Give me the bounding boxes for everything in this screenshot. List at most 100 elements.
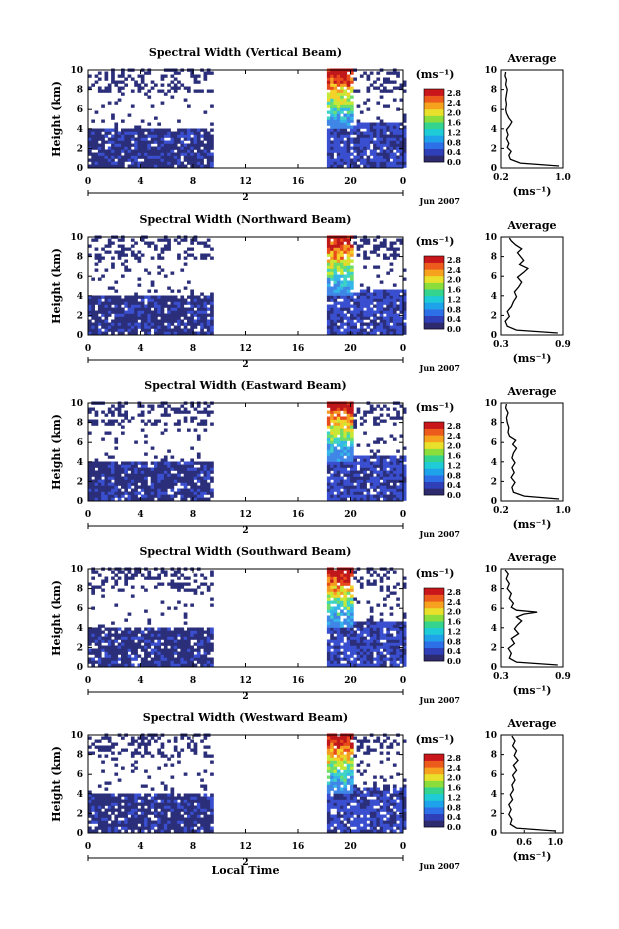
heatmap-cell	[101, 104, 105, 108]
heatmap-cell	[140, 461, 145, 465]
heatmap-cell	[91, 485, 95, 489]
heatmap-cell	[117, 464, 122, 468]
heatmap-cell	[376, 660, 381, 664]
heatmap-cell	[333, 286, 338, 290]
heatmap-cell	[97, 164, 102, 168]
heatmap-cell	[343, 322, 348, 326]
heatmap-cell	[356, 134, 361, 138]
heatmap-cell	[157, 479, 161, 483]
heatmap-cell	[336, 404, 341, 408]
heatmap-cell	[160, 488, 165, 492]
heatmap-cell	[203, 71, 208, 75]
heatmap-cell	[167, 467, 171, 471]
heatmap-cell	[340, 119, 344, 123]
heatmap-cell	[121, 301, 125, 305]
heatmap-cell	[333, 262, 338, 266]
heatmap-cell	[111, 116, 115, 120]
heatmap-cell	[399, 137, 404, 141]
heatmap-cell	[389, 146, 394, 150]
heatmap-cell	[137, 642, 142, 646]
heatmap-cell	[111, 328, 115, 332]
heatmap-cell	[183, 645, 188, 649]
heatmap-cell	[340, 452, 344, 456]
heatmap-cell	[330, 464, 334, 468]
heatmap-cell	[167, 131, 171, 135]
heatmap-cell	[173, 410, 178, 414]
heatmap-cell	[177, 289, 181, 293]
heatmap-cell	[160, 319, 165, 323]
heatmap-cell	[144, 769, 148, 773]
heatmap-cell	[121, 461, 125, 465]
heatmap-cell	[356, 633, 361, 637]
heatmap-cell	[402, 152, 407, 156]
heatmap-cell	[392, 289, 397, 293]
heatmap-cell	[150, 86, 155, 90]
heatmap-cell	[121, 244, 125, 248]
y-tick-label: 2	[77, 311, 83, 321]
heatmap-cell	[97, 134, 102, 138]
heatmap-cell	[383, 164, 387, 168]
avg-x-label: (ms⁻¹)	[513, 684, 552, 697]
heatmap-cell	[111, 476, 115, 480]
heatmap-cell	[373, 313, 377, 317]
heatmap-cell	[94, 630, 99, 634]
heatmap-cell	[386, 570, 390, 574]
heatmap-cell	[173, 307, 178, 311]
heatmap-cell	[134, 128, 138, 132]
heatmap-cell	[121, 155, 125, 159]
heatmap-cell	[210, 325, 214, 329]
heatmap-cell	[94, 820, 99, 824]
heatmap-cell	[392, 125, 397, 129]
heatmap-cell	[124, 479, 128, 483]
avg-y-tick-label: 6	[491, 272, 497, 282]
heatmap-cell	[389, 434, 394, 438]
heatmap-cell	[173, 407, 178, 411]
heatmap-cell	[94, 796, 99, 800]
heatmap-cell	[333, 77, 338, 81]
heatmap-cell	[94, 802, 99, 806]
heatmap-cell	[163, 140, 168, 144]
heatmap-cell	[124, 476, 128, 480]
heatmap-cell	[369, 131, 374, 135]
heatmap-cell	[376, 497, 381, 501]
heatmap-cell	[369, 295, 374, 299]
heatmap-cell	[160, 485, 165, 489]
heatmap-cell	[389, 331, 394, 335]
colorbar-label: 0.4	[447, 480, 461, 490]
colorbar-label: 2.8	[447, 421, 461, 431]
heatmap-cell	[366, 137, 371, 141]
heatmap-cell	[104, 161, 109, 165]
heatmap-cell	[130, 657, 135, 661]
heatmap-cell	[210, 304, 214, 308]
heatmap-cell	[346, 328, 351, 332]
heatmap-cell	[392, 479, 397, 483]
heatmap-cell	[97, 651, 102, 655]
heatmap-cell	[396, 253, 400, 257]
heatmap-cell	[157, 660, 161, 664]
heatmap-cell	[107, 636, 112, 640]
heatmap-cell	[177, 479, 181, 483]
heatmap-cell	[346, 630, 351, 634]
heatmap-cell	[389, 325, 394, 329]
heatmap-cell	[124, 796, 128, 800]
heatmap-cell	[167, 663, 171, 667]
heatmap-cell	[104, 464, 109, 468]
heatmap-cell	[399, 482, 404, 486]
heatmap-cell	[190, 633, 194, 637]
heatmap-cell	[183, 636, 188, 640]
heatmap-cell	[183, 497, 188, 501]
heatmap-cell	[363, 161, 367, 165]
heatmap-cell	[366, 618, 371, 622]
heatmap-cell	[107, 149, 112, 153]
heatmap-cell	[369, 485, 374, 489]
heatmap-cell	[386, 621, 390, 625]
heatmap-cell	[163, 331, 168, 335]
heatmap-cell	[366, 295, 371, 299]
heatmap-cell	[107, 642, 112, 646]
heatmap-cell	[350, 101, 354, 105]
heatmap-cell	[173, 86, 178, 90]
heatmap-cell	[97, 624, 102, 628]
heatmap-cell	[333, 322, 338, 326]
heatmap-cell	[154, 464, 158, 468]
heatmap-cell	[376, 422, 381, 426]
